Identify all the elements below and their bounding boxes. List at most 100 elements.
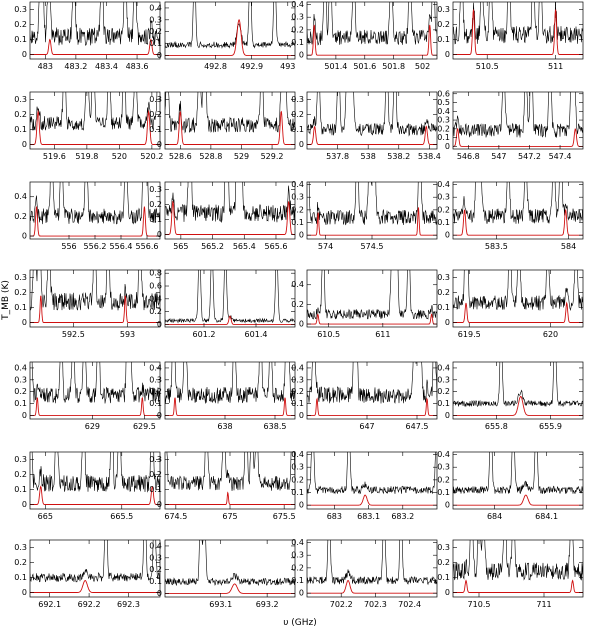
panel-frame — [306, 1, 438, 60]
y-tick-label: 0.3 — [14, 95, 27, 104]
y-tick-label: 0 — [157, 51, 162, 60]
panel-frame — [164, 539, 296, 598]
x-tick-label: 556.6 — [136, 242, 159, 251]
x-tick-label: 574 — [318, 242, 333, 251]
y-tick-label: 0.3 — [149, 553, 162, 562]
x-tick-label: 601.4 — [245, 330, 268, 339]
spectrum-panel: 0 0.1 0.2 0.3 0.4 629 629.5 — [14, 361, 161, 431]
y-tick-label: 0 — [22, 588, 27, 597]
x-tick-label: 692.1 — [38, 600, 61, 609]
panel-frame — [452, 1, 584, 60]
y-tick-label: 0.3 — [291, 463, 304, 472]
panel-frame — [452, 181, 584, 240]
y-tick-label: 0.1 — [291, 38, 304, 47]
x-tick-label: 675.5 — [273, 512, 296, 521]
spectrum-panel: 0 0.1 0.2 0.3 665 665.5 — [14, 451, 161, 521]
y-tick-label: 0.4 — [149, 294, 162, 303]
x-tick-label: 511 — [548, 62, 563, 71]
y-tick-label: 0 — [157, 230, 162, 239]
panel-frame — [452, 361, 584, 420]
x-tick-label: 537.8 — [326, 152, 349, 161]
y-tick-label: 0.2 — [149, 565, 162, 574]
panel-frame — [164, 361, 296, 420]
y-tick-label: 0.2 — [291, 387, 304, 396]
y-tick-label: 0.2 — [14, 288, 27, 297]
panel-frame — [306, 361, 438, 420]
y-tick-label: 0.2 — [291, 563, 304, 572]
x-tick-label: 593 — [120, 330, 135, 339]
y-tick-label: 0.1 — [437, 399, 450, 408]
model-spectrum — [30, 38, 160, 55]
panel-frame — [29, 539, 161, 598]
x-tick-label: 483 — [38, 62, 53, 71]
x-tick-label: 492.9 — [240, 62, 263, 71]
y-tick-label: 0.2 — [14, 212, 27, 221]
x-tick-label: 683.2 — [391, 512, 414, 521]
y-tick-label: 0.4 — [437, 363, 450, 372]
y-tick-label: 0.3 — [437, 5, 450, 14]
y-tick-label: 0 — [445, 231, 450, 240]
y-tick-label: 0.1 — [14, 573, 27, 582]
y-tick-label: 0.2 — [14, 558, 27, 567]
y-tick-label: 0.1 — [149, 399, 162, 408]
observed-spectrum — [307, 92, 437, 137]
spectrum-panel: 0 0.1 0.2 0.3 592.5 593 — [14, 269, 161, 339]
y-tick-label: 0.1 — [437, 488, 450, 497]
y-tick-label: 0.1 — [291, 488, 304, 497]
model-spectrum — [165, 19, 295, 56]
model-spectrum — [165, 491, 295, 505]
y-tick-label: 0.3 — [149, 185, 162, 194]
x-tick-label: 711 — [536, 600, 551, 609]
y-tick-label: 0.4 — [291, 363, 304, 372]
x-tick-label: 610.5 — [317, 330, 340, 339]
y-tick-label: 0.3 — [14, 273, 27, 282]
x-tick-label: 483.6 — [126, 62, 149, 71]
model-spectrum — [453, 301, 583, 323]
y-tick-label: 0.3 — [149, 95, 162, 104]
y-tick-label: 0.1 — [14, 303, 27, 312]
y-tick-label: 0 — [157, 589, 162, 598]
spectrum-panel: 0 0.1 0.2 0.3 0.4 702.2 702.3 702.4 — [291, 538, 438, 609]
y-tick-label: 0.1 — [149, 125, 162, 134]
y-tick-label: 0 — [22, 140, 27, 149]
y-tick-label: 0.4 — [149, 541, 162, 550]
observed-spectrum — [31, 362, 160, 404]
panel-frame — [164, 91, 296, 150]
spectrum-panel: 0 0.1 0.2 0.3 565 565.2 565.4 565.6 — [149, 181, 296, 251]
x-tick-label: 565.6 — [265, 242, 288, 251]
spectrum-panel: 0 0.1 0.2 0.3 0.4 683 683.1 683.2 — [291, 450, 438, 521]
y-tick-label: 0.3 — [14, 5, 27, 14]
x-tick-label: 565 — [173, 242, 188, 251]
x-tick-label: 683 — [327, 512, 342, 521]
y-tick-label: 0.4 — [149, 363, 162, 372]
model-spectrum — [165, 110, 295, 145]
panel-frame — [29, 91, 161, 150]
y-tick-label: 0.4 — [437, 180, 450, 189]
y-tick-label: 0.3 — [437, 273, 450, 282]
x-tick-label: 674.5 — [164, 512, 187, 521]
model-spectrum — [453, 9, 583, 55]
y-tick-label: 0.2 — [149, 200, 162, 209]
x-tick-label: 574.5 — [361, 242, 384, 251]
model-spectrum — [307, 580, 437, 594]
observed-spectrum — [453, 92, 583, 138]
x-tick-label: 529 — [234, 152, 249, 161]
y-tick-label: 0.4 — [291, 0, 304, 9]
observed-spectrum — [307, 540, 437, 586]
y-tick-label: 0.2 — [437, 558, 450, 567]
model-spectrum — [30, 295, 160, 323]
y-tick-label: 0 — [445, 50, 450, 59]
model-spectrum — [307, 494, 437, 506]
x-tick-label: 483.4 — [95, 62, 118, 71]
spectrum-panel: 0 0.1 0.2 0.3 0.4 492.8 492.9 493 — [149, 1, 295, 71]
model-spectrum — [165, 397, 295, 416]
y-tick-label: 0.5 — [437, 98, 450, 107]
panel-frame — [29, 1, 161, 60]
observed-spectrum — [165, 540, 295, 587]
model-spectrum — [165, 200, 295, 235]
x-tick-label: 519.8 — [75, 152, 98, 161]
y-tick-label: 0.4 — [14, 363, 27, 372]
x-tick-label: 655.8 — [485, 422, 508, 431]
x-tick-label: 493 — [280, 62, 295, 71]
